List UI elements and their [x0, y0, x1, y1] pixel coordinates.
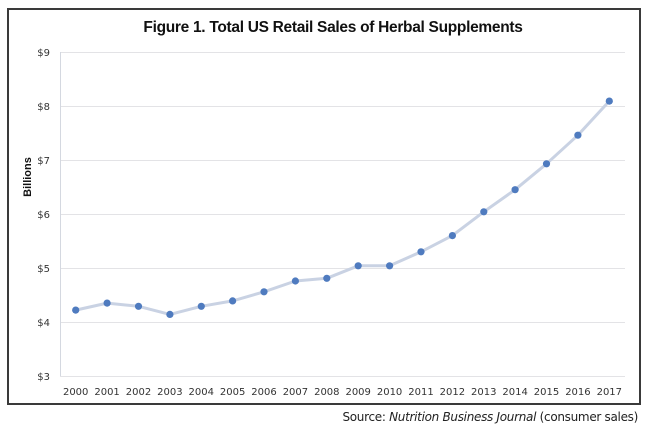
x-tick-label: 2010	[377, 387, 402, 398]
data-point-2013	[480, 208, 488, 216]
data-point-2014	[511, 186, 519, 194]
chart-title: Figure 1. Total US Retail Sales of Herba…	[143, 19, 522, 36]
x-tick-label: 2004	[189, 387, 214, 398]
y-tick-label: $3	[37, 372, 50, 383]
source-publication: Nutrition Business Journal	[389, 410, 537, 424]
data-point-2017	[605, 97, 613, 105]
y-tick-label: $5	[37, 264, 50, 275]
data-point-2006	[260, 288, 268, 296]
y-tick-label: $8	[37, 102, 50, 113]
data-point-2012	[448, 232, 456, 240]
x-tick-label: 2013	[471, 387, 496, 398]
data-point-2008	[323, 274, 331, 282]
data-point-2003	[166, 310, 174, 318]
x-tick-label: 2002	[126, 387, 151, 398]
x-tick-label: 2000	[63, 387, 88, 398]
series-line	[74, 99, 611, 316]
x-axis-tick-labels: 2000 2001 2002 2003 2004 2005 2006 2007 2008 2009…	[63, 387, 622, 398]
y-tick-label: $6	[37, 210, 50, 221]
x-tick-label: 2003	[157, 387, 182, 398]
x-tick-label: 2014	[502, 387, 527, 398]
data-point-2015	[542, 160, 551, 168]
data-point-2002	[134, 302, 143, 310]
x-tick-label: 2007	[283, 387, 308, 398]
data-point-2005	[229, 297, 237, 305]
gridlines	[60, 52, 625, 377]
chart-frame: Figure 1. Total US Retail Sales of Herba…	[7, 8, 641, 405]
y-tick-label: $9	[37, 48, 50, 59]
source-note: Source: Nutrition Business Journal (cons…	[342, 410, 638, 424]
y-tick-label: $7	[37, 156, 50, 167]
x-tick-label: 2017	[597, 387, 622, 398]
data-point-2009	[354, 262, 362, 270]
y-axis-tick-labels: $3 $4 $5 $6 $7 $8 $9	[37, 48, 50, 383]
x-tick-label: 2001	[94, 387, 119, 398]
series-group	[72, 97, 613, 318]
data-point-2007	[291, 277, 299, 285]
y-tick-label: $4	[37, 318, 50, 329]
data-point-2016	[574, 131, 582, 139]
x-tick-label: 2016	[565, 387, 590, 398]
x-tick-label: 2011	[408, 387, 433, 398]
data-point-2011	[417, 248, 425, 256]
line-chart: Figure 1. Total US Retail Sales of Herba…	[22, 19, 625, 398]
x-tick-label: 2008	[314, 387, 339, 398]
y-axis-label: Billions	[22, 157, 34, 197]
x-tick-label: 2012	[440, 387, 465, 398]
x-tick-label: 2015	[534, 387, 559, 398]
x-tick-label: 2005	[220, 387, 245, 398]
data-point-2004	[197, 302, 205, 310]
x-tick-label: 2006	[251, 387, 276, 398]
source-suffix: (consumer sales)	[536, 410, 639, 424]
source-prefix: Source:	[342, 410, 390, 424]
data-point-2000	[72, 306, 80, 314]
data-point-2010	[386, 262, 394, 270]
x-tick-label: 2009	[345, 387, 370, 398]
data-point-2001	[103, 299, 111, 307]
